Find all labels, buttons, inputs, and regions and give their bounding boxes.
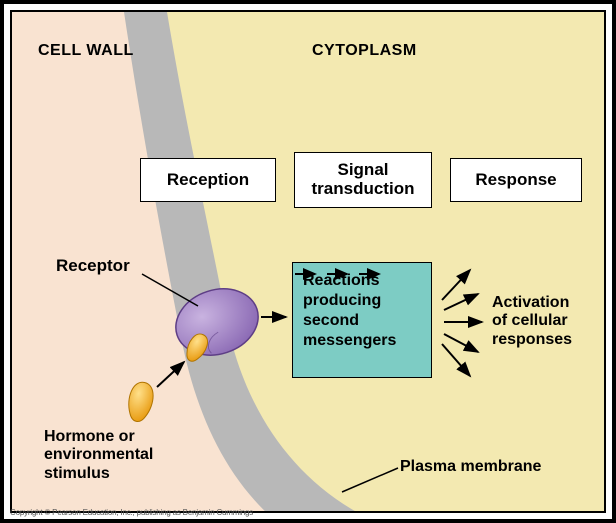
reactions-line2: producing [303, 291, 421, 311]
hormone-label: Hormone or environmental stimulus [44, 428, 153, 483]
cell-wall-label: CELL WALL [38, 42, 134, 60]
reactions-line3: second [303, 311, 421, 331]
stage-reception: Reception [140, 158, 276, 202]
diagram-canvas: CELL WALL CYTOPLASM Reception Signal tra… [10, 10, 606, 513]
stage-transduction: Signal transduction [294, 152, 432, 208]
stage-response: Response [450, 158, 582, 202]
reactions-inner-arrows [293, 265, 413, 283]
reactions-line4: messengers [303, 331, 421, 351]
cytoplasm-label: CYTOPLASM [312, 42, 417, 60]
plasma-membrane-label: Plasma membrane [400, 458, 541, 476]
receptor-label: Receptor [56, 256, 130, 276]
activation-label: Activation of cellular responses [492, 294, 572, 349]
copyright-text: Copyright © Pearson Education, Inc., pub… [10, 508, 253, 517]
reactions-box: Reactions producing second messengers [292, 262, 432, 378]
outer-frame: CELL WALL CYTOPLASM Reception Signal tra… [0, 0, 616, 523]
